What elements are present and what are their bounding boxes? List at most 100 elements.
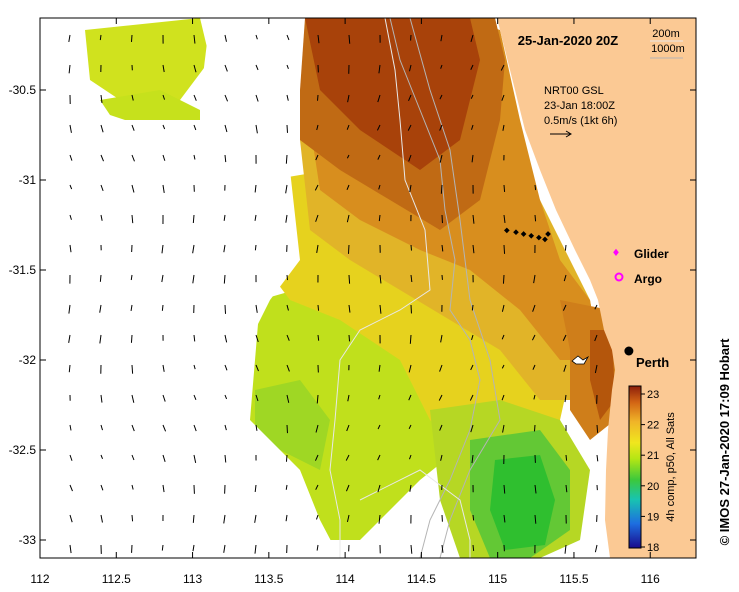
current-arrow <box>100 124 104 133</box>
current-arrow <box>501 304 505 312</box>
current-arrow <box>316 244 319 254</box>
current-arrow <box>348 304 351 313</box>
current-arrow <box>100 184 104 192</box>
current-arrow <box>162 394 166 402</box>
current-arrow <box>162 184 165 194</box>
current-arrow <box>471 304 474 311</box>
current-arrow <box>563 274 567 282</box>
current-arrow <box>471 454 474 464</box>
current-arrow <box>408 94 412 101</box>
current-vectors <box>68 34 599 554</box>
y-axis: -30.5 -31 -31.5 -32 -32.5 -33 <box>9 83 696 547</box>
current-arrow <box>315 154 319 161</box>
current-arrow <box>470 94 474 99</box>
current-arrow <box>131 184 135 193</box>
glider-position <box>528 232 535 239</box>
current-arrow <box>316 514 319 520</box>
current-arrow <box>192 214 195 224</box>
perth-marker: Perth <box>571 346 669 370</box>
current-arrow <box>410 274 413 283</box>
current-arrow <box>439 364 443 372</box>
current-arrow <box>224 394 228 400</box>
x-tick-label: 114 <box>336 572 355 586</box>
current-arrow <box>224 154 227 163</box>
current-arrow <box>409 454 412 460</box>
current-arrow <box>379 304 382 314</box>
current-arrow <box>439 94 443 100</box>
current-arrow <box>100 214 103 221</box>
glider-position <box>542 236 548 243</box>
current-arrow <box>131 94 134 101</box>
x-tick-label: 115 <box>488 572 507 586</box>
marker-legend: ♦ Glider Argo <box>612 247 669 286</box>
current-arrow <box>162 424 167 432</box>
current-arrow <box>346 514 350 523</box>
current-arrow <box>161 274 164 283</box>
current-arrow <box>192 514 195 523</box>
current-arrow <box>347 394 350 402</box>
current-arrow <box>472 244 475 254</box>
current-arrow <box>255 94 259 102</box>
current-arrow <box>286 274 289 281</box>
current-arrow <box>440 334 443 343</box>
current-arrow <box>162 64 165 73</box>
current-arrow <box>285 154 288 164</box>
plot-frame <box>39 17 697 559</box>
x-tick-label: 112 <box>30 572 49 586</box>
current-arrow <box>438 394 443 401</box>
glider-legend-label: Glider <box>634 247 669 261</box>
current-arrow <box>408 154 412 162</box>
current-arrow <box>100 394 103 403</box>
current-arrow <box>316 394 319 404</box>
current-arrow <box>562 334 567 341</box>
map-title: 25-Jan-2020 20Z <box>518 33 619 48</box>
current-arrow <box>193 94 197 101</box>
current-arrow <box>347 94 350 103</box>
current-arrow <box>99 334 102 344</box>
current-arrow <box>255 34 258 40</box>
current-arrow <box>68 364 71 373</box>
current-arrow <box>315 214 319 222</box>
current-arrow <box>131 484 134 490</box>
x-axis: 112 112.5 113 113.5 114 114.5 115 115.5 116 <box>30 18 660 586</box>
current-arrow <box>131 394 135 403</box>
colorbar: 23 22 21 20 19 18 4h comp, p50, All Sats <box>628 385 677 554</box>
current-arrow <box>562 304 567 311</box>
current-arrow <box>501 334 505 340</box>
city-label: Perth <box>636 355 669 370</box>
current-arrow <box>346 214 350 223</box>
current-arrow <box>377 154 381 160</box>
current-arrow <box>286 304 289 311</box>
x-tick-label: 116 <box>641 572 660 586</box>
current-arrow <box>223 544 226 553</box>
current-arrow <box>533 274 536 284</box>
current-arrow <box>317 304 320 311</box>
current-arrow <box>224 334 228 343</box>
current-arrow <box>501 94 505 101</box>
current-arrow <box>161 544 164 551</box>
colorbar-tick-label: 19 <box>647 511 659 523</box>
current-arrow <box>439 424 443 431</box>
current-arrow <box>224 424 227 431</box>
current-arrow <box>503 484 506 494</box>
current-arrow <box>130 34 133 42</box>
current-arrow <box>441 244 444 252</box>
current-arrow <box>532 364 536 370</box>
current-arrow <box>192 544 195 552</box>
current-arrow <box>68 334 71 343</box>
current-arrow <box>130 304 133 312</box>
current-arrow <box>470 64 474 70</box>
current-arrow <box>285 214 288 223</box>
current-arrow <box>69 154 73 161</box>
current-arrow <box>224 124 228 133</box>
colorbar-tick-label: 21 <box>647 450 659 462</box>
isobath-1000m-label: 1000m <box>651 43 685 55</box>
current-arrow <box>470 364 474 371</box>
current-arrow <box>69 514 73 523</box>
current-arrow <box>161 244 164 254</box>
current-arrow <box>286 334 290 341</box>
current-arrow <box>440 64 443 69</box>
current-arrow <box>378 514 381 524</box>
current-arrow <box>69 424 72 431</box>
current-arrow <box>594 334 598 342</box>
